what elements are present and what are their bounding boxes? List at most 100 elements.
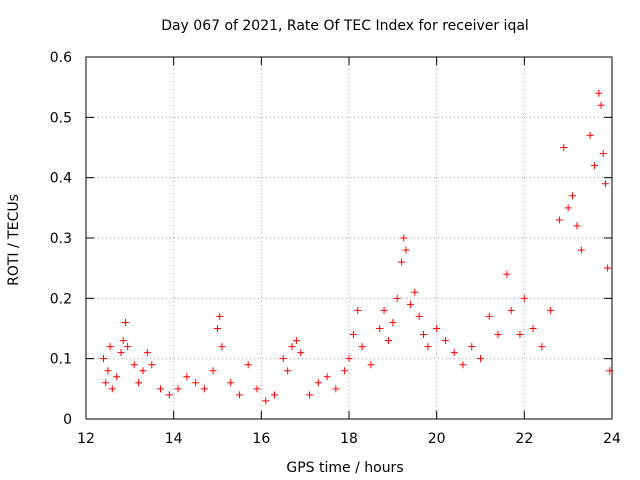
data-point bbox=[209, 367, 217, 375]
data-point bbox=[424, 343, 432, 351]
data-point bbox=[292, 337, 300, 345]
x-tick-label: 16 bbox=[252, 431, 270, 447]
data-point bbox=[270, 391, 278, 399]
data-point bbox=[595, 89, 603, 97]
data-point bbox=[604, 264, 612, 272]
data-point bbox=[148, 361, 156, 369]
data-point bbox=[323, 373, 331, 381]
data-point bbox=[192, 379, 200, 387]
data-point bbox=[218, 343, 226, 351]
y-tick-label: 0.1 bbox=[50, 352, 72, 368]
x-axis-label: GPS time / hours bbox=[286, 460, 403, 476]
y-axis-label: ROTI / TECUs bbox=[6, 194, 22, 286]
data-point bbox=[477, 355, 484, 363]
y-tick-label: 0.6 bbox=[50, 50, 72, 66]
data-point bbox=[400, 234, 408, 242]
data-point bbox=[183, 373, 191, 381]
x-tick-label: 20 bbox=[428, 431, 446, 447]
data-point bbox=[214, 325, 221, 332]
data-point bbox=[297, 349, 305, 357]
data-point bbox=[601, 180, 609, 188]
data-point bbox=[450, 349, 458, 357]
grid-lines bbox=[86, 57, 612, 419]
y-tick-label: 0.5 bbox=[50, 110, 72, 126]
x-tick-label: 14 bbox=[165, 431, 183, 447]
data-point bbox=[573, 222, 581, 230]
data-point bbox=[577, 246, 585, 254]
chart-title: Day 067 of 2021, Rate Of TEC Index for r… bbox=[161, 18, 529, 34]
y-tick-label: 0 bbox=[63, 412, 72, 428]
data-point bbox=[124, 343, 132, 351]
tick-labels: 12 14 16 18 20 22 24 0 0.1 0.2 0.3 0.4 0.5 0.6 bbox=[50, 50, 621, 447]
data-point bbox=[314, 379, 322, 387]
data-point bbox=[306, 391, 314, 399]
data-point bbox=[157, 385, 165, 393]
data-point bbox=[244, 361, 252, 369]
data-point bbox=[389, 318, 397, 326]
x-tick-label: 22 bbox=[515, 431, 533, 447]
data-point bbox=[380, 306, 388, 314]
data-point bbox=[441, 337, 449, 345]
data-point bbox=[599, 150, 607, 158]
x-tick-label: 18 bbox=[340, 431, 358, 447]
data-point bbox=[569, 192, 577, 200]
data-point bbox=[494, 331, 502, 339]
data-point bbox=[121, 318, 129, 326]
data-point bbox=[100, 355, 108, 363]
data-point bbox=[590, 162, 598, 170]
data-point bbox=[367, 361, 375, 369]
data-point bbox=[102, 379, 110, 387]
data-point bbox=[564, 204, 572, 212]
data-point bbox=[586, 131, 594, 139]
data-point bbox=[235, 391, 243, 399]
data-point bbox=[406, 300, 414, 308]
data-point bbox=[216, 312, 224, 320]
data-points bbox=[100, 89, 614, 405]
x-tick-label: 24 bbox=[603, 431, 621, 447]
data-point bbox=[135, 379, 143, 387]
data-point bbox=[402, 246, 410, 254]
data-point bbox=[262, 397, 270, 405]
data-point bbox=[174, 385, 182, 393]
data-point bbox=[106, 343, 114, 351]
data-point bbox=[349, 331, 357, 339]
data-point bbox=[459, 361, 467, 369]
y-tick-label: 0.3 bbox=[50, 231, 72, 247]
data-point bbox=[165, 391, 173, 399]
data-point bbox=[485, 312, 493, 320]
data-point bbox=[433, 325, 441, 332]
data-point bbox=[411, 288, 419, 296]
data-point bbox=[345, 355, 353, 363]
data-point bbox=[358, 343, 366, 351]
data-point bbox=[555, 216, 563, 224]
data-point bbox=[113, 373, 121, 381]
data-point bbox=[529, 325, 537, 332]
data-point bbox=[119, 337, 127, 345]
data-point bbox=[117, 349, 125, 357]
data-point bbox=[139, 367, 147, 375]
data-point bbox=[332, 385, 340, 393]
data-point bbox=[108, 385, 116, 393]
y-tick-label: 0.4 bbox=[50, 171, 72, 187]
data-point bbox=[547, 306, 555, 314]
data-point bbox=[420, 331, 428, 339]
data-point bbox=[143, 349, 151, 357]
data-point bbox=[354, 306, 362, 314]
data-point bbox=[341, 367, 349, 375]
data-point bbox=[253, 385, 261, 393]
data-point bbox=[200, 385, 208, 393]
tick-marks bbox=[85, 56, 613, 420]
data-point bbox=[415, 312, 423, 320]
data-point bbox=[288, 343, 296, 351]
data-point bbox=[104, 367, 112, 375]
data-point bbox=[520, 294, 528, 302]
data-point bbox=[130, 361, 138, 369]
data-point bbox=[538, 343, 546, 351]
x-tick-label: 12 bbox=[77, 431, 95, 447]
data-point bbox=[284, 367, 292, 375]
data-point bbox=[597, 101, 605, 109]
data-point bbox=[468, 343, 476, 351]
data-point bbox=[279, 355, 287, 363]
data-point bbox=[507, 306, 515, 314]
